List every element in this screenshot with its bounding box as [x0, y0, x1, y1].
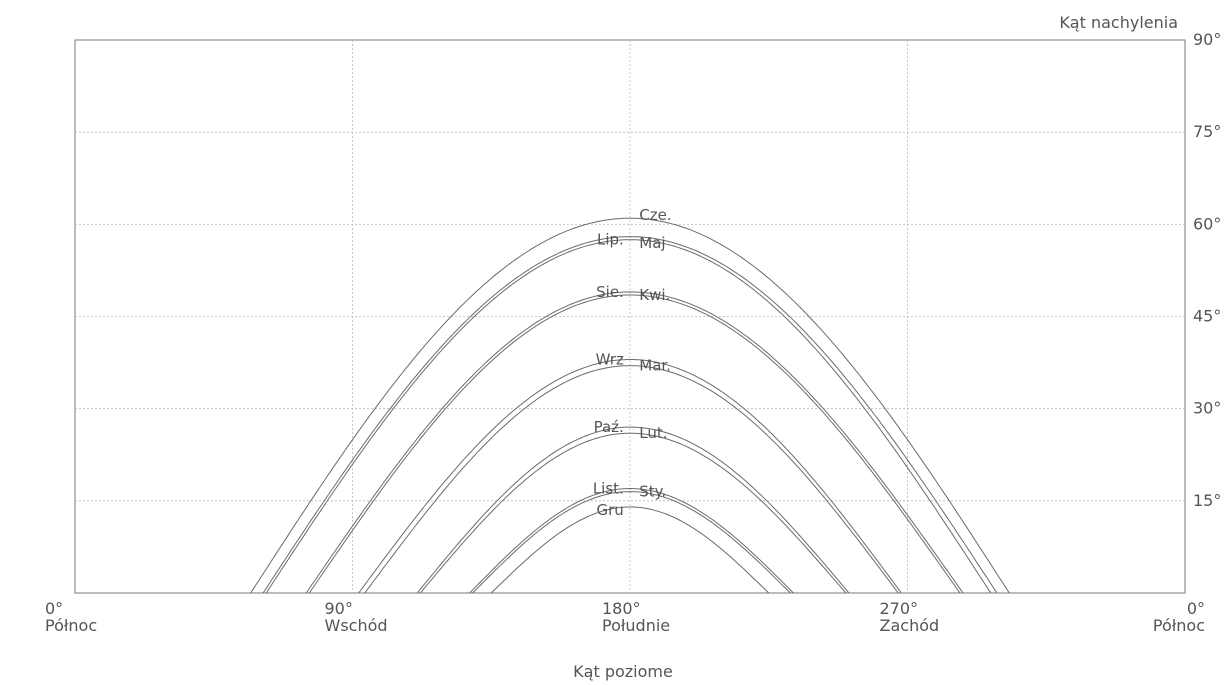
month-label: List.	[593, 480, 624, 498]
month-label: Sie.	[596, 283, 624, 301]
sun-path-cze	[250, 217, 1010, 594]
sun-path-sie	[305, 291, 964, 594]
sun-path-pa	[416, 426, 850, 594]
x-axis-title: Kąt poziome	[573, 662, 673, 681]
x-direction-label: Północ	[45, 616, 97, 635]
x-tick-label: 0°	[45, 599, 63, 618]
month-label: Gru	[597, 501, 624, 519]
sun-path-curves	[250, 217, 1010, 594]
y-tick-label: 30°	[1193, 399, 1221, 418]
x-direction-label: Północ	[1153, 616, 1205, 635]
sun-path-kwi	[308, 294, 961, 594]
y-tick-label: 90°	[1193, 30, 1221, 49]
x-tick-label: 180°	[602, 599, 641, 618]
y-tick-label: 75°	[1193, 122, 1221, 141]
sun-path-wrz	[358, 359, 902, 594]
month-label: Wrz	[596, 351, 624, 369]
x-direction-label: Wschód	[325, 616, 388, 635]
month-label: Sty.	[639, 483, 666, 501]
sun-path-list	[469, 487, 794, 594]
y-axis-ticks: 15° 30° 45° 60° 75° 90°	[1193, 30, 1221, 510]
sun-path-lip	[262, 236, 998, 594]
x-tick-label: 90°	[325, 599, 353, 618]
x-axis-ticks: 0°Północ90°Wschód180°Południe270°Zachód0…	[45, 599, 1205, 635]
sun-path-maj	[265, 239, 992, 594]
y-axis-title: Kąt nachylenia	[1059, 13, 1178, 32]
x-direction-label: Południe	[602, 616, 670, 635]
month-labels: Cze. Lip. Maj Sie. Kwi. Wrz Mar. Paź. Lut. List. S…	[593, 206, 672, 519]
x-tick-label: 0°	[1187, 599, 1205, 618]
y-tick-label: 60°	[1193, 214, 1221, 233]
month-label: Maj	[639, 234, 665, 252]
y-tick-label: 15°	[1193, 491, 1221, 510]
month-label: Cze.	[639, 206, 671, 224]
month-label: Lip.	[597, 231, 624, 249]
x-tick-label: 270°	[880, 599, 919, 618]
sun-path-gru	[490, 506, 770, 594]
month-label: Paź.	[594, 418, 624, 436]
sun-path-lut	[419, 432, 847, 594]
month-label: Kwi.	[639, 286, 670, 304]
y-tick-label: 45°	[1193, 307, 1221, 326]
grid-lines	[75, 40, 1185, 593]
sun-path-mar	[364, 365, 899, 594]
month-label: Mar.	[639, 357, 671, 375]
sun-path-sty	[472, 491, 791, 594]
x-direction-label: Zachód	[880, 616, 940, 635]
month-label: Lut.	[639, 424, 667, 442]
